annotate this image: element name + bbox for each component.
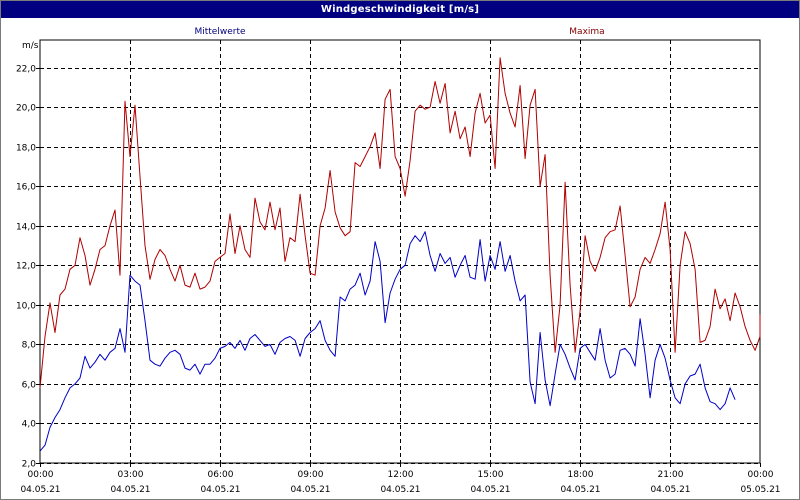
- y-tick-label: 22,0: [16, 65, 36, 75]
- x-tick-date-label: 04.05.21: [20, 485, 60, 495]
- x-tick-time-label: 18:00: [568, 470, 594, 480]
- grid: [40, 40, 760, 464]
- y-tick-label: 18,0: [16, 144, 36, 154]
- x-tick-time-label: 15:00: [478, 470, 504, 480]
- series-layer: [39, 57, 761, 452]
- x-tick-time-label: 21:00: [658, 470, 684, 480]
- x-tick-date-label: 05.05.21: [740, 485, 780, 495]
- series-line-maxima: [39, 57, 761, 388]
- y-axis-label: m/s: [22, 41, 39, 51]
- y-tick-label: 16,0: [16, 183, 36, 193]
- legend-maxima: Maxima: [569, 27, 604, 37]
- x-tick-time-label: 06:00: [208, 470, 234, 480]
- x-tick-date-label: 04.05.21: [110, 485, 150, 495]
- y-tick-label: 2,0: [22, 460, 37, 470]
- y-tick-label: 20,0: [16, 104, 36, 114]
- y-tick-label: 4,0: [22, 420, 37, 430]
- x-tick-date-label: 04.05.21: [470, 485, 510, 495]
- legend-mittelwerte: Mittelwerte: [194, 27, 245, 37]
- x-tick-time-label: 00:00: [748, 470, 774, 480]
- x-tick-time-label: 03:00: [118, 470, 144, 480]
- x-tick-date-label: 04.05.21: [200, 485, 240, 495]
- x-tick-date-label: 04.05.21: [650, 485, 690, 495]
- x-tick-date-label: 04.05.21: [380, 485, 420, 495]
- y-tick-label: 6,0: [22, 381, 37, 391]
- x-tick-time-label: 12:00: [388, 470, 414, 480]
- series-line-mittelwerte: [39, 231, 736, 452]
- y-tick-label: 12,0: [16, 262, 36, 272]
- y-tick-label: 14,0: [16, 223, 36, 233]
- x-axis: 00:00 04.05.21 03:00 04.05.21 06:00 04.05.21 0…: [20, 463, 781, 495]
- y-axis: 2,0 4,0 6,0 8,0 10,0 12,0 14,0 16,0 18,0 20,0 22,0: [16, 65, 40, 470]
- y-tick-label: 8,0: [22, 341, 37, 351]
- x-tick-time-label: 00:00: [28, 470, 54, 480]
- x-tick-date-label: 04.05.21: [290, 485, 330, 495]
- x-tick-date-label: 04.05.21: [560, 485, 600, 495]
- x-tick-time-label: 09:00: [298, 470, 324, 480]
- window-title: Windgeschwindigkeit [m/s]: [1, 1, 799, 18]
- y-tick-label: 10,0: [16, 302, 36, 312]
